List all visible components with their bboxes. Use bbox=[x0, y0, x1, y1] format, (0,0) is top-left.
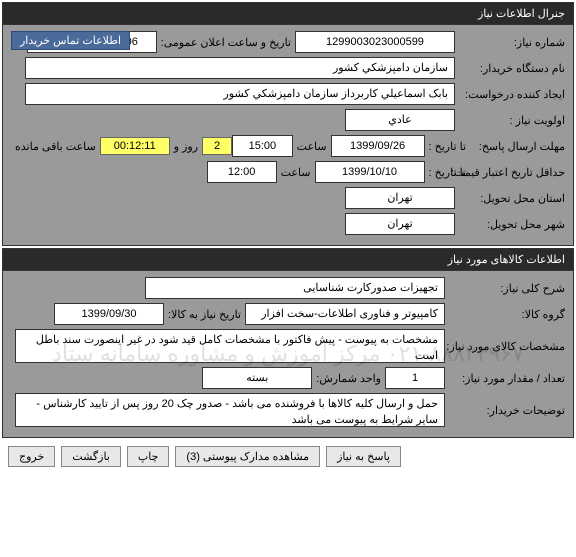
label-min-valid-to: تا تاریخ : bbox=[425, 166, 470, 179]
field-deadline-time: 15:00 bbox=[232, 135, 293, 157]
panel1-body: اطلاعات تماس خریدار شماره نیاز: 12990030… bbox=[3, 25, 573, 245]
buyer-contact-link[interactable]: اطلاعات تماس خریدار bbox=[11, 31, 130, 50]
field-need-date: 1399/09/30 bbox=[54, 303, 164, 325]
panel-need-general: جنرال اطلاعات نیاز اطلاعات تماس خریدار ش… bbox=[2, 2, 574, 246]
label-min-valid: حداقل تاریخ اعتبار قیمت: bbox=[470, 166, 565, 179]
label-deadline-to: تا تاریخ : bbox=[425, 140, 470, 153]
exit-button[interactable]: خروج bbox=[8, 446, 55, 467]
label-desc: شرح کلی نیاز: bbox=[445, 282, 565, 295]
field-priority: عادي bbox=[345, 109, 455, 131]
field-spec: مشخصات به پیوست - پیش فاکتور با مشخصات ک… bbox=[15, 329, 445, 363]
panel1-title: جنرال اطلاعات نیاز bbox=[3, 3, 573, 25]
field-min-valid-date: 1399/10/10 bbox=[315, 161, 425, 183]
label-deadline-send: مهلت ارسال پاسخ: bbox=[470, 140, 565, 153]
field-req-no: 1299003023000599 bbox=[295, 31, 455, 53]
field-state: تهران bbox=[345, 187, 455, 209]
print-button[interactable]: چاپ bbox=[127, 446, 170, 467]
panel-goods-info: اطلاعات کالاهای مورد نیاز ۰۲۱-۸۸۸۲۴۹۶۷ م… bbox=[2, 248, 574, 438]
button-bar: پاسخ به نیاز مشاهده مدارک پیوستی (3) چاپ… bbox=[0, 440, 576, 473]
label-state: استان محل تحویل: bbox=[455, 192, 565, 205]
field-min-valid-time: 12:00 bbox=[207, 161, 277, 183]
field-group: کامپیوتر و فناوری اطلاعات-سخت افزار bbox=[245, 303, 445, 325]
label-req-no: شماره نیاز: bbox=[455, 36, 565, 49]
field-days-remain: 2 bbox=[202, 137, 232, 155]
label-days-and: روز و bbox=[170, 140, 202, 153]
label-time-remain: ساعت باقی مانده bbox=[11, 140, 100, 153]
reply-button[interactable]: پاسخ به نیاز bbox=[326, 446, 401, 467]
label-need-date: تاریخ نیاز به کالا: bbox=[164, 308, 245, 321]
field-buyer: سازمان دامپزشکي کشور bbox=[25, 57, 455, 79]
label-priority: اولویت نیاز : bbox=[455, 114, 565, 127]
field-notes: حمل و ارسال کلیه کالاها با فروشنده می با… bbox=[15, 393, 445, 427]
field-city: تهران bbox=[345, 213, 455, 235]
label-qty: تعداد / مقدار مورد نیاز: bbox=[445, 372, 565, 385]
label-min-valid-timelabel: ساعت bbox=[277, 166, 315, 179]
field-unit: بسته bbox=[202, 367, 312, 389]
label-group: گروه کالا: bbox=[445, 308, 565, 321]
field-time-remain: 00:12:11 bbox=[100, 137, 170, 155]
panel2-title: اطلاعات کالاهای مورد نیاز bbox=[3, 249, 573, 271]
field-creator: بابک اسماعیلي کاربرداز سازمان دامپزشکي ک… bbox=[25, 83, 455, 105]
label-creator: ایجاد کننده درخواست: bbox=[455, 88, 565, 101]
view-attachments-button[interactable]: مشاهده مدارک پیوستی (3) bbox=[175, 446, 320, 467]
label-notes: توضیحات خریدار: bbox=[445, 404, 565, 417]
field-desc: تجهیزات صدورکارت شناسایی bbox=[145, 277, 445, 299]
label-unit: واحد شمارش: bbox=[312, 372, 385, 385]
label-spec: مشخصات کالای مورد نیاز: bbox=[445, 340, 565, 353]
label-city: شهر محل تحویل: bbox=[455, 218, 565, 231]
label-announce-datetime: تاریخ و ساعت اعلان عمومی: bbox=[157, 36, 295, 49]
label-deadline-timelabel: ساعت bbox=[293, 140, 331, 153]
field-qty: 1 bbox=[385, 367, 445, 389]
field-deadline-date: 1399/09/26 bbox=[331, 135, 425, 157]
label-buyer: نام دستگاه خریدار: bbox=[455, 62, 565, 75]
back-button[interactable]: بازگشت bbox=[61, 446, 121, 467]
panel2-body: ۰۲۱-۸۸۸۲۴۹۶۷ مرکز آموزش و مشاوره سامانه … bbox=[3, 271, 573, 437]
